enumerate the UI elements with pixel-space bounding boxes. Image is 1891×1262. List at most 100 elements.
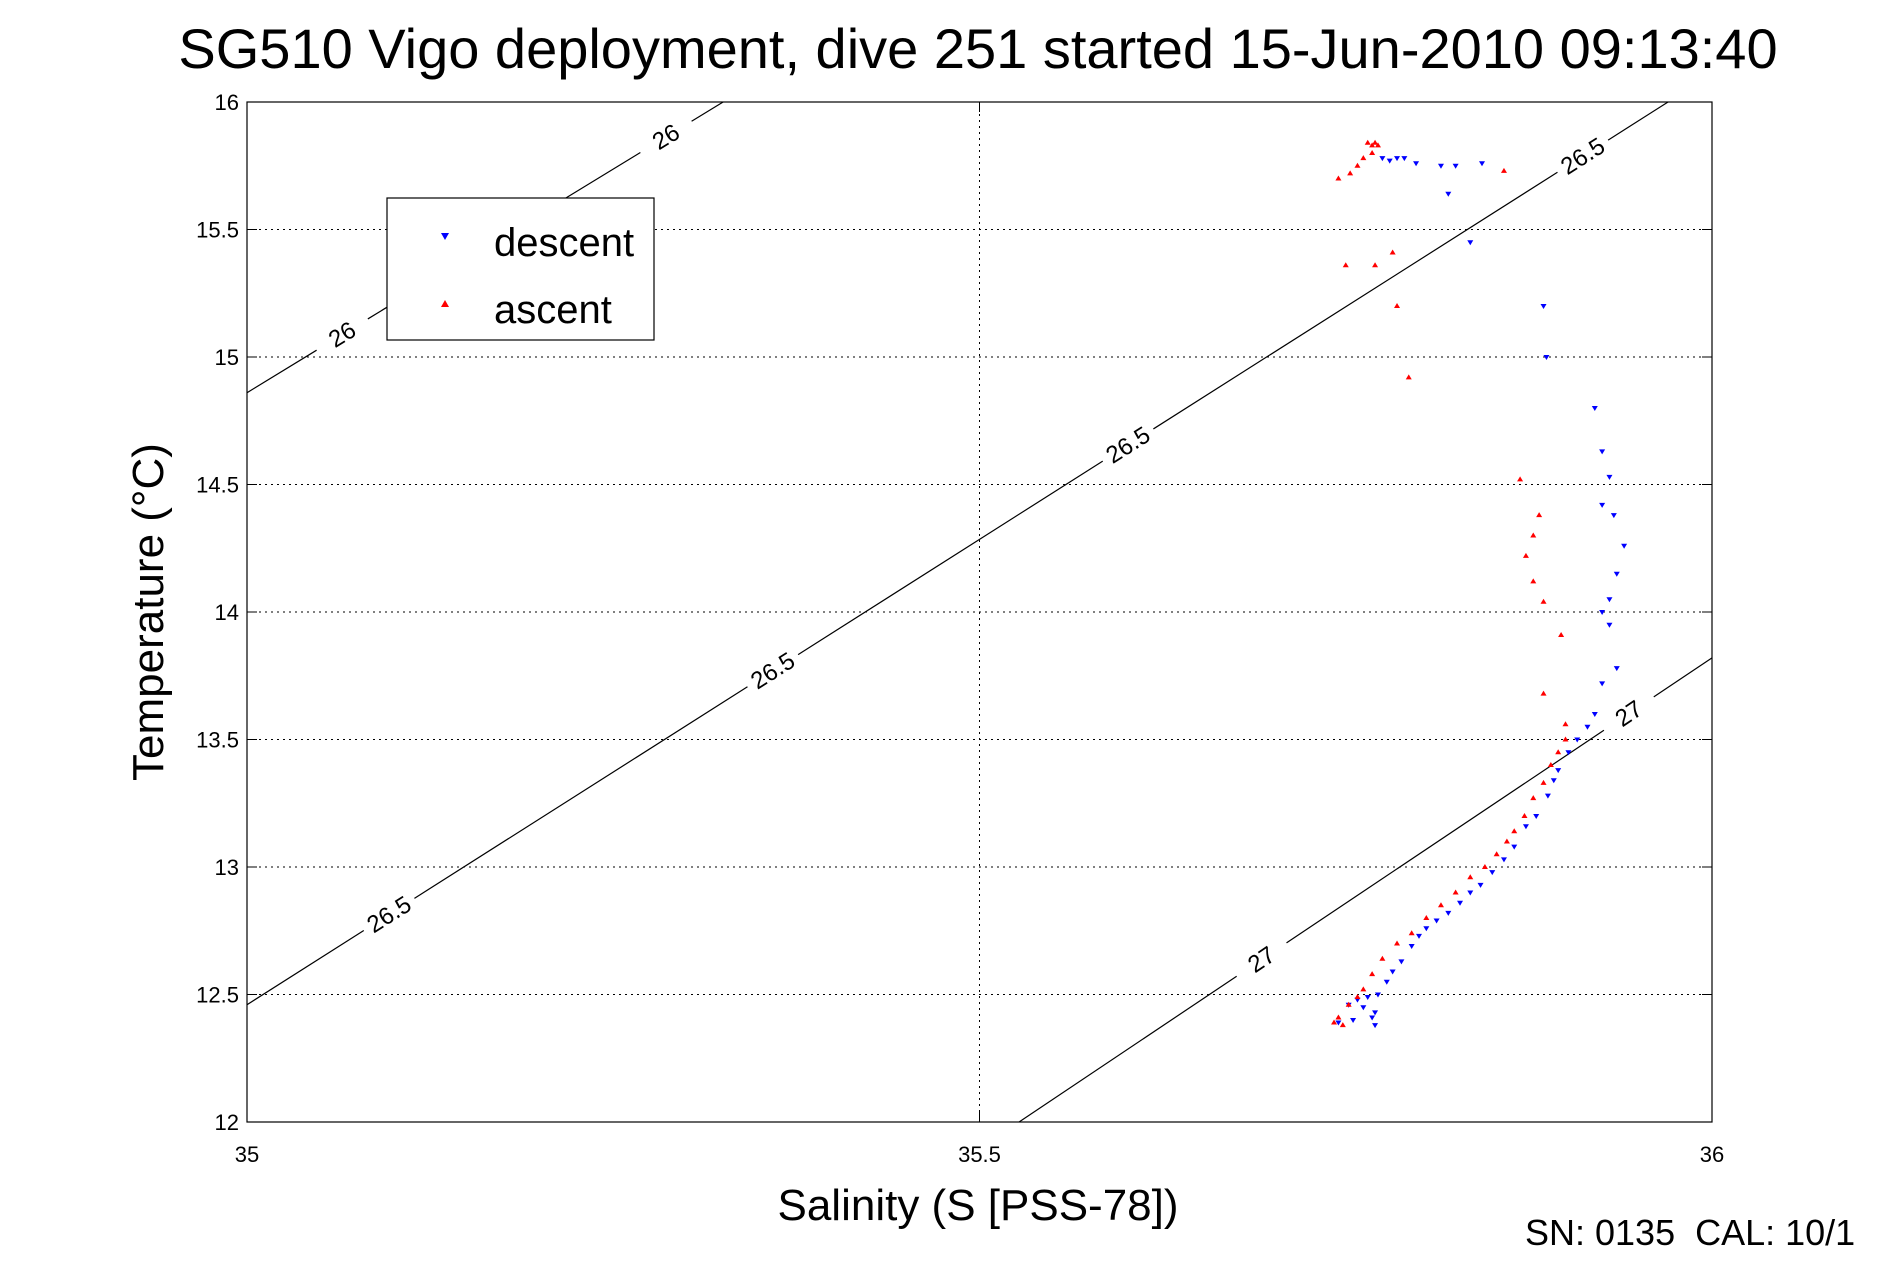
ascent-point-11	[1372, 262, 1379, 268]
ascent-point-12	[1389, 249, 1396, 255]
chart-title: SG510 Vigo deployment, dive 251 started …	[178, 17, 1777, 80]
descent-point-36	[1477, 882, 1484, 888]
descent-point-21	[1606, 622, 1613, 628]
x-axis-ticks: 35 35.5 36	[235, 102, 1724, 1167]
descent-point-39	[1445, 910, 1452, 916]
descent-series	[1335, 156, 1628, 1029]
x-tick-label-2: 36	[1700, 1142, 1724, 1167]
contour-26-segment-0	[246, 349, 317, 394]
ascent-point-18	[1522, 552, 1529, 558]
y-tick-label-6: 15	[215, 345, 239, 370]
ascent-point-7	[1347, 170, 1354, 176]
y-tick-label-8: 16	[215, 90, 239, 115]
descent-point-3	[1401, 156, 1408, 162]
ascent-point-36	[1437, 902, 1444, 908]
descent-point-45	[1389, 969, 1396, 975]
y-tick-label-3: 13.5	[196, 728, 239, 753]
descent-point-34	[1500, 857, 1507, 863]
descent-point-48	[1364, 995, 1371, 1001]
descent-point-17	[1621, 543, 1628, 549]
contour-label-0: 26	[324, 317, 361, 354]
y-tick-label-2: 13	[215, 855, 239, 880]
ascent-point-32	[1493, 851, 1500, 857]
ascent-point-0	[1364, 139, 1371, 145]
descent-point-35	[1489, 870, 1496, 876]
descent-point-25	[1584, 724, 1591, 730]
contour-label-4: 26.5	[1101, 422, 1155, 470]
descent-point-10	[1540, 304, 1547, 309]
ascent-point-31	[1503, 838, 1510, 844]
contour-26.5-segment-2	[797, 460, 1104, 656]
descent-point-14	[1606, 474, 1613, 480]
ascent-point-38	[1408, 930, 1415, 936]
contour-26-segment-2	[691, 101, 724, 122]
descent-point-29	[1550, 778, 1557, 784]
ascent-point-4	[1369, 150, 1376, 155]
contour-label-1: 26	[648, 119, 685, 156]
ascent-point-8	[1335, 175, 1342, 181]
descent-point-13	[1599, 449, 1606, 455]
contour-27-segment-0	[1018, 975, 1237, 1123]
y-axis-ticks: 12 12.5 13 13.5 14 14.5 15 15.5 16	[196, 90, 1712, 1135]
descent-point-46	[1383, 979, 1390, 985]
descent-point-55	[1335, 1020, 1342, 1026]
ascent-point-40	[1379, 955, 1386, 961]
descent-point-31	[1533, 814, 1540, 819]
descent-point-53	[1369, 1015, 1376, 1021]
ascent-point-5	[1360, 155, 1367, 161]
ascent-point-13	[1394, 303, 1401, 308]
ascent-point-43	[1354, 994, 1361, 1000]
legend-descent-label: descent	[494, 221, 634, 265]
x-tick-label-0: 35	[235, 1142, 259, 1167]
descent-point-19	[1606, 597, 1613, 603]
descent-point-28	[1555, 768, 1562, 774]
y-axis-label: Temperature (°C)	[124, 443, 173, 781]
contour-label-6: 27	[1243, 941, 1280, 978]
x-axis-label: Salinity (S [PSS-78])	[777, 1181, 1178, 1230]
descent-point-1	[1386, 158, 1393, 164]
contour-label-7: 27	[1611, 695, 1648, 732]
ascent-point-16	[1536, 512, 1543, 518]
ascent-series	[1331, 139, 1569, 1028]
descent-point-27	[1565, 750, 1572, 756]
y-tick-label-4: 14	[215, 600, 239, 625]
ascent-point-1	[1369, 142, 1376, 148]
ascent-point-21	[1558, 631, 1565, 637]
ascent-point-14	[1405, 374, 1412, 380]
descent-point-11	[1543, 355, 1550, 360]
descent-point-42	[1416, 933, 1422, 939]
descent-point-33	[1511, 844, 1518, 850]
descent-point-18	[1613, 571, 1620, 577]
ascent-point-24	[1562, 736, 1569, 742]
descent-point-38	[1457, 900, 1464, 906]
ascent-point-35	[1452, 889, 1459, 895]
ascent-point-44	[1345, 1001, 1352, 1007]
descent-point-15	[1599, 502, 1606, 508]
descent-point-5	[1437, 163, 1444, 169]
descent-point-32	[1522, 824, 1529, 830]
legend: descent ascent	[386, 197, 655, 341]
descent-point-8	[1445, 191, 1452, 197]
contour-label-3: 26.5	[746, 647, 800, 695]
descent-point-0	[1379, 156, 1386, 162]
ascent-point-15	[1517, 476, 1524, 482]
ascent-point-33	[1481, 864, 1488, 869]
contour-26.5-segment-3	[1153, 171, 1558, 430]
descent-point-9	[1467, 240, 1474, 246]
descent-point-22	[1613, 666, 1620, 672]
grid-lines	[247, 102, 1712, 1122]
ascent-point-46	[1331, 1019, 1338, 1025]
x-tick-label-1: 35.5	[958, 1142, 1001, 1167]
ascent-point-22	[1540, 690, 1547, 696]
descent-point-7	[1478, 161, 1485, 167]
ascent-point-37	[1423, 915, 1430, 920]
descent-point-47	[1374, 992, 1381, 998]
ascent-point-42	[1360, 986, 1367, 992]
y-tick-label-5: 14.5	[196, 473, 239, 498]
descent-point-12	[1591, 406, 1598, 411]
ascent-point-27	[1540, 779, 1547, 785]
descent-point-6	[1452, 163, 1459, 169]
ascent-point-25	[1555, 749, 1562, 755]
ascent-point-10	[1342, 262, 1349, 268]
